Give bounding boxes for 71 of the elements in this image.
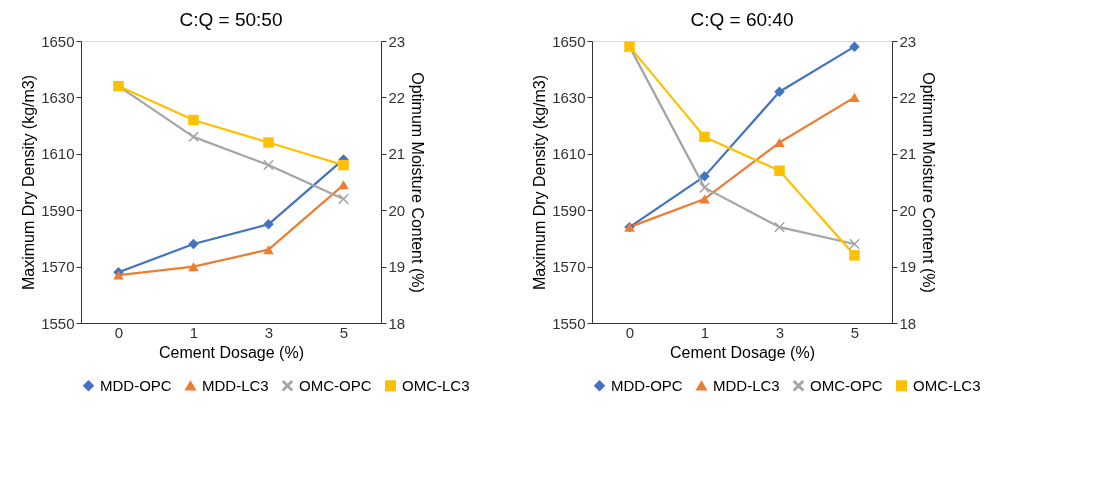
point [188,238,199,250]
y-tick-label: 1650 [552,32,586,50]
point [263,159,274,171]
y2-tick-label: 18 [388,314,406,332]
y2-axis-title: Optimum Moisture Content (%) [920,72,938,293]
point [699,182,710,193]
point [338,159,349,171]
y2-tick-label: 23 [899,32,917,50]
chart-title: C:Q = 60:40 [690,9,794,30]
point [188,131,199,143]
point [774,221,785,233]
point [699,131,710,143]
y2-tick-label: 19 [899,258,917,276]
x-tick-label: 3 [775,323,785,341]
y-tick-label: 1550 [552,314,586,332]
y2-tick-label: 20 [388,201,406,219]
x-tick-label: 1 [700,323,710,341]
y-tick-label: 1610 [41,145,75,163]
y2-axis-title: Optimum Moisture Content (%) [409,72,427,293]
point [849,92,860,102]
y2-tick-label: 22 [899,88,917,106]
y-tick-label: 1610 [552,145,586,163]
point [338,180,349,190]
x-tick-label: 1 [189,323,199,341]
y-tick-label: 1650 [41,32,75,50]
y2-tick-label: 19 [388,258,406,276]
y2-tick-label: 21 [899,145,917,163]
y2-tick-label: 23 [388,32,406,50]
x-tick-label: 0 [625,323,635,341]
y2-tick-label: 22 [388,88,406,106]
y2-tick-label: 21 [388,145,406,163]
y-tick-label: 1590 [41,201,75,219]
point [188,114,199,126]
point [849,238,860,250]
chart-title: C:Q = 50:50 [179,9,283,30]
legend-label: OMC-OPC [810,376,883,394]
point [699,194,710,204]
legend-label: OMC-LC3 [402,376,470,394]
point [774,137,785,148]
legend-label: MDD-OPC [611,376,683,394]
y-axis-title: Maximum Dry Density (kg/m3) [20,74,38,291]
x-axis-title: Cement Dosage (%) [159,343,304,361]
point [774,165,785,176]
x-tick-label: 5 [339,323,349,341]
x-tick-label: 5 [850,323,860,341]
point [188,262,199,272]
y2-tick-label: 20 [899,201,917,219]
legend-label: MDD-LC3 [202,376,269,394]
y-tick-label: 1630 [41,88,75,106]
y-tick-label: 1630 [552,88,586,106]
legend-label: OMC-OPC [299,376,372,394]
x-tick-label: 3 [264,323,274,341]
y-tick-label: 1570 [41,258,75,276]
x-axis-title: Cement Dosage (%) [670,343,815,361]
point [263,245,274,255]
y-tick-label: 1570 [552,258,586,276]
point [849,41,860,52]
y-tick-label: 1590 [552,201,586,219]
point [338,193,349,205]
y-axis-title: Maximum Dry Density (kg/m3) [531,74,549,291]
legend-label: MDD-OPC [100,376,172,394]
point [263,137,274,148]
point [774,86,785,97]
point [699,171,710,182]
point [263,219,274,230]
legend-label: OMC-LC3 [913,376,981,394]
legend-label: MDD-LC3 [713,376,780,394]
y2-tick-label: 18 [899,314,917,332]
y-tick-label: 1550 [41,314,75,332]
x-tick-label: 0 [114,323,124,341]
point [849,250,860,261]
